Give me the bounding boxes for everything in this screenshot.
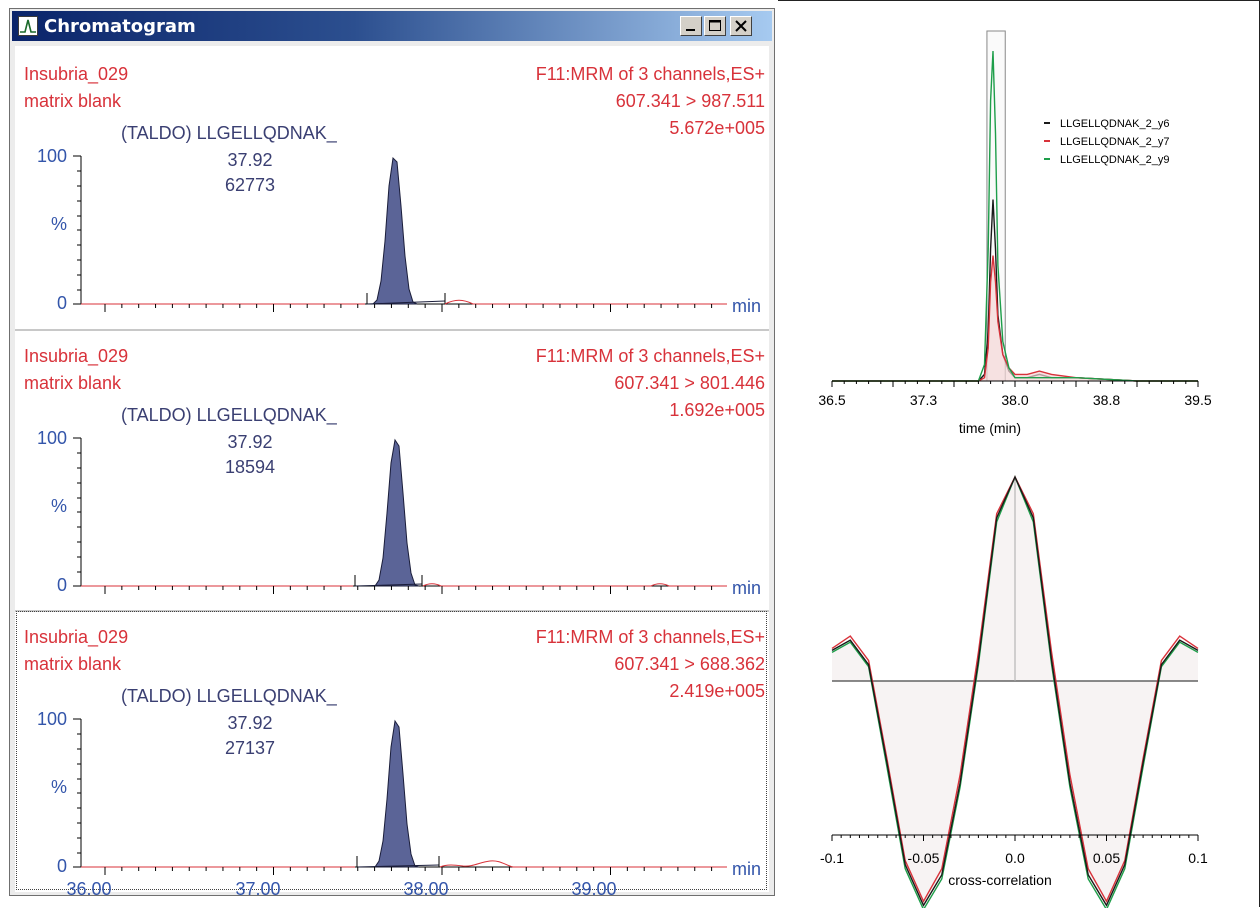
window-title-bar[interactable]: Chromatogram xyxy=(12,11,772,41)
peak-retention-time: 37.92 xyxy=(227,150,273,170)
y-axis-percent-label: % xyxy=(50,496,67,516)
minimize-icon xyxy=(686,29,695,31)
x-axis-unit: min xyxy=(732,296,762,316)
chromatogram-peak-icon xyxy=(18,16,38,36)
close-icon xyxy=(735,20,747,32)
peak-name: (TALDO) LLGELLQDNAK_ xyxy=(121,123,337,143)
chromatogram-panel-2[interactable]: Insubria_029 matrix blank F11:MRM of 3 c… xyxy=(15,328,769,610)
peak-area: 27137 xyxy=(224,738,276,758)
y-axis-0-label: 0 xyxy=(56,293,67,313)
peak-retention-time: 37.92 xyxy=(227,432,273,452)
series-line-LLGELLQDNAK_2_y6 xyxy=(832,199,1198,382)
peak-name: (TALDO) LLGELLQDNAK_ xyxy=(121,686,337,706)
legend-label: LLGELLQDNAK_2_y9 xyxy=(1060,154,1169,166)
panel-divider xyxy=(15,329,769,331)
chromatogram-trace xyxy=(73,437,727,594)
x-tick-label: 39.00 xyxy=(571,879,617,899)
chromatogram-panel-1[interactable]: Insubria_029 matrix blank F11:MRM of 3 c… xyxy=(15,46,769,328)
y-axis-0-label: 0 xyxy=(56,575,67,595)
series-line-LLGELLQDNAK_2_y6 xyxy=(831,475,1199,907)
intensity-label: 1.692e+005 xyxy=(669,400,765,420)
chromatogram-window: Chromatogram Insubria_029 matrix blank F… xyxy=(9,8,775,899)
x-axis-unit: min xyxy=(732,578,762,598)
function-label: F11:MRM of 3 channels,ES+ xyxy=(535,346,765,366)
sample-description: matrix blank xyxy=(24,654,122,674)
legend-label: LLGELLQDNAK_2_y7 xyxy=(1060,136,1169,148)
minimize-button[interactable] xyxy=(680,16,702,36)
x-tick-label: 0.0 xyxy=(1005,850,1025,866)
xic-overlay-chart: 36.5 37.3 38.0 38.8 39.5 time (min) LLGELLQDNA… xyxy=(818,30,1212,436)
y-axis-percent-label: % xyxy=(50,777,67,797)
maximize-icon xyxy=(709,20,721,31)
chromatogram-content: Insubria_029 matrix blank F11:MRM of 3 c… xyxy=(15,46,769,899)
x-tick-label: 37.3 xyxy=(910,392,937,408)
cross-correlation-chart: -0.1 -0.05 0.0 0.05 0.1 cross-correlation xyxy=(820,475,1208,908)
chromatogram-panel-3[interactable]: Insubria_029 matrix blank F11:MRM of 3 c… xyxy=(15,609,769,899)
series-line-LLGELLQDNAK_2_y9 xyxy=(832,50,1198,382)
x-tick-label: 36.00 xyxy=(66,879,112,899)
y-axis-0-label: 0 xyxy=(56,856,67,876)
xic-correlation-figure: 36.5 37.3 38.0 38.8 39.5 time (min) LLGELLQDNA… xyxy=(778,0,1260,908)
x-tick-label: -0.1 xyxy=(820,850,844,866)
series-fill-LLGELLQDNAK_2_y7 xyxy=(832,255,1198,381)
peak-retention-time: 37.92 xyxy=(227,713,273,733)
sample-name: Insubria_029 xyxy=(24,627,129,647)
y-axis-100-label: 100 xyxy=(36,428,67,448)
peak-area: 18594 xyxy=(224,457,276,477)
sample-description: matrix blank xyxy=(24,91,122,111)
x-tick-label: -0.05 xyxy=(908,850,940,866)
x-tick-label: 0.05 xyxy=(1093,850,1120,866)
x-tick-label: 38.0 xyxy=(1001,392,1028,408)
function-label: F11:MRM of 3 channels,ES+ xyxy=(535,64,765,84)
x-tick-label: 0.1 xyxy=(1188,850,1208,866)
intensity-label: 5.672e+005 xyxy=(669,118,765,138)
y-axis-percent-label: % xyxy=(50,214,67,234)
chromatogram-trace xyxy=(73,718,727,875)
maximize-button[interactable] xyxy=(704,16,726,36)
sample-name: Insubria_029 xyxy=(24,64,129,84)
x-tick-label: 39.5 xyxy=(1184,392,1211,408)
correlation-fill xyxy=(832,477,1198,906)
transition-label: 607.341 > 987.511 xyxy=(615,91,765,111)
peak-name: (TALDO) LLGELLQDNAK_ xyxy=(121,405,337,425)
x-axis-title: time (min) xyxy=(959,420,1021,436)
chromatogram-trace xyxy=(73,155,727,312)
y-axis-100-label: 100 xyxy=(36,709,67,729)
selected-panel-focus xyxy=(16,611,767,890)
series-line-LLGELLQDNAK_2_y7 xyxy=(832,255,1198,382)
y-axis-100-label: 100 xyxy=(36,146,67,166)
function-label: F11:MRM of 3 channels,ES+ xyxy=(535,627,765,647)
x-tick-label: 38.00 xyxy=(403,879,449,899)
intensity-label: 2.419e+005 xyxy=(669,681,765,701)
sample-name: Insubria_029 xyxy=(24,346,129,366)
window-title: Chromatogram xyxy=(44,16,196,37)
x-axis-unit: min xyxy=(732,859,762,879)
transition-label: 607.341 > 688.362 xyxy=(614,654,765,674)
peak-area: 62773 xyxy=(224,175,276,195)
sample-description: matrix blank xyxy=(24,373,122,393)
legend-label: LLGELLQDNAK_2_y6 xyxy=(1060,118,1169,130)
x-tick-label: 38.8 xyxy=(1093,392,1120,408)
x-tick-label: 36.5 xyxy=(818,392,845,408)
x-axis-title: cross-correlation xyxy=(948,872,1051,888)
transition-label: 607.341 > 801.446 xyxy=(614,373,765,393)
close-button[interactable] xyxy=(730,16,752,36)
y-axis-ticks xyxy=(77,170,81,291)
x-tick-label: 37.00 xyxy=(235,879,281,899)
